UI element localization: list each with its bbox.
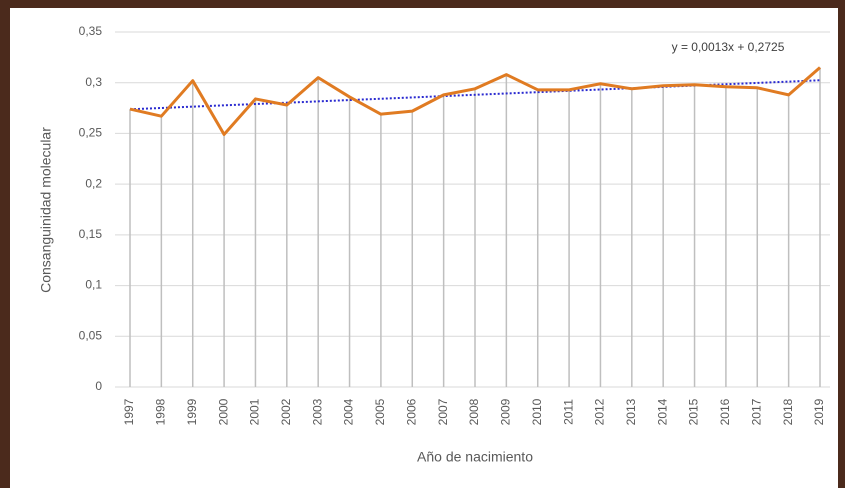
- x-tick-label: 2015: [687, 398, 701, 425]
- x-tick-label: 2001: [248, 398, 262, 425]
- x-tick-label: 2002: [279, 398, 293, 425]
- x-tick-label: 2013: [624, 398, 638, 425]
- x-tick-label: 2007: [436, 398, 450, 425]
- x-tick-label: 1999: [185, 398, 199, 425]
- y-tick-label: 0,3: [85, 75, 102, 89]
- x-tick-label: 2005: [373, 398, 387, 425]
- x-axis-title: Año de nacimiento: [417, 449, 533, 465]
- y-tick-label: 0,15: [79, 227, 103, 241]
- series-line: [129, 66, 821, 136]
- x-tick-label: 2009: [499, 398, 513, 425]
- x-tick-label: 2017: [749, 398, 763, 425]
- y-tick-label: 0,05: [79, 328, 103, 342]
- y-tick-label: 0,2: [85, 176, 102, 190]
- y-tick-label: 0,35: [79, 24, 103, 38]
- x-tick-label: 2016: [718, 398, 732, 425]
- x-tick-label: 2010: [530, 398, 544, 425]
- x-tick-label: 1997: [122, 398, 136, 425]
- x-tick-label: 2018: [781, 398, 795, 425]
- trendline-label: y = 0,0013x + 0,2725: [672, 40, 785, 54]
- x-tick-label: 2014: [655, 398, 669, 425]
- y-tick-label: 0,1: [85, 278, 102, 292]
- x-tick-label: 2011: [561, 399, 575, 425]
- x-tick-label: 2003: [310, 398, 324, 425]
- trendline: [129, 79, 821, 111]
- x-tick-label: 2006: [404, 398, 418, 425]
- x-tick-label: 2019: [812, 398, 826, 425]
- chart-area: [10, 8, 838, 488]
- y-axis-title: Consanguinidad molecular: [38, 127, 54, 293]
- x-tick-label: 2004: [342, 398, 356, 425]
- x-tick-label: 2008: [467, 398, 481, 425]
- y-tick-label: 0,25: [79, 126, 103, 140]
- y-tick-label: 0: [95, 379, 102, 393]
- x-tick-label: 2000: [216, 398, 230, 425]
- x-tick-label: 1998: [154, 398, 168, 425]
- x-tick-label: 2012: [593, 398, 607, 425]
